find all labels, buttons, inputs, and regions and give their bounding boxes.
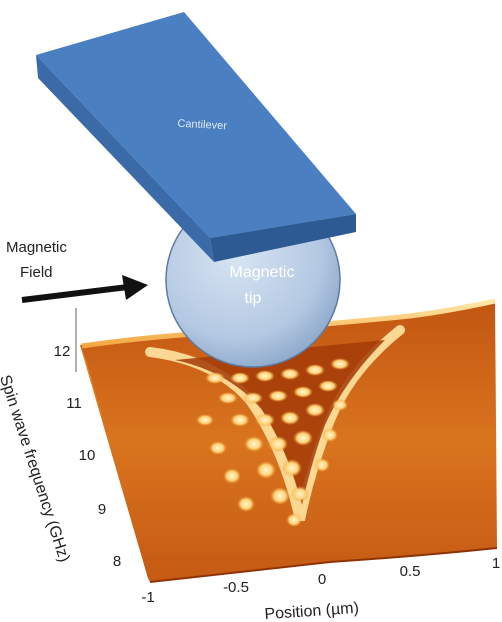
ytick-10: 10 bbox=[79, 447, 96, 464]
surface-front-edge bbox=[149, 547, 498, 583]
cantilever-side-face bbox=[210, 214, 356, 262]
xtick-1: 1 bbox=[492, 555, 500, 572]
tip-label-line2: tip bbox=[245, 290, 262, 307]
tip-label-line1: Magnetic bbox=[230, 264, 295, 281]
xtick-05: 0.5 bbox=[400, 563, 421, 580]
y-ticks: 12 11 10 9 8 bbox=[54, 343, 122, 570]
ytick-8: 8 bbox=[113, 553, 121, 570]
x-ticks: -1 -0.5 0 0.5 1 bbox=[141, 555, 500, 606]
field-label-line1: Magnetic bbox=[6, 239, 67, 256]
y-axis-label: Spin wave frequency (GHz) bbox=[0, 373, 73, 564]
mode-ripples bbox=[196, 358, 350, 527]
xtick-neg05: -0.5 bbox=[223, 579, 249, 596]
field-arrow-head-icon bbox=[122, 275, 148, 300]
xtick-0: 0 bbox=[318, 571, 326, 588]
cantilever: Cantilever bbox=[36, 12, 356, 262]
x-axis-label: Position (µm) bbox=[264, 600, 360, 622]
cantilever-label: Cantilever bbox=[177, 118, 227, 133]
ytick-9: 9 bbox=[98, 501, 106, 518]
magnetic-field-annotation: Magnetic Field bbox=[6, 239, 148, 303]
surface-left-face bbox=[80, 345, 150, 582]
ytick-12: 12 bbox=[54, 343, 71, 360]
ytick-11: 11 bbox=[66, 395, 82, 412]
cantilever-front-face bbox=[36, 55, 214, 262]
field-arrow-shaft bbox=[21, 284, 129, 303]
xtick-neg1: -1 bbox=[141, 589, 154, 606]
field-label-line2: Field bbox=[20, 264, 53, 281]
cantilever-top-face bbox=[36, 12, 356, 238]
